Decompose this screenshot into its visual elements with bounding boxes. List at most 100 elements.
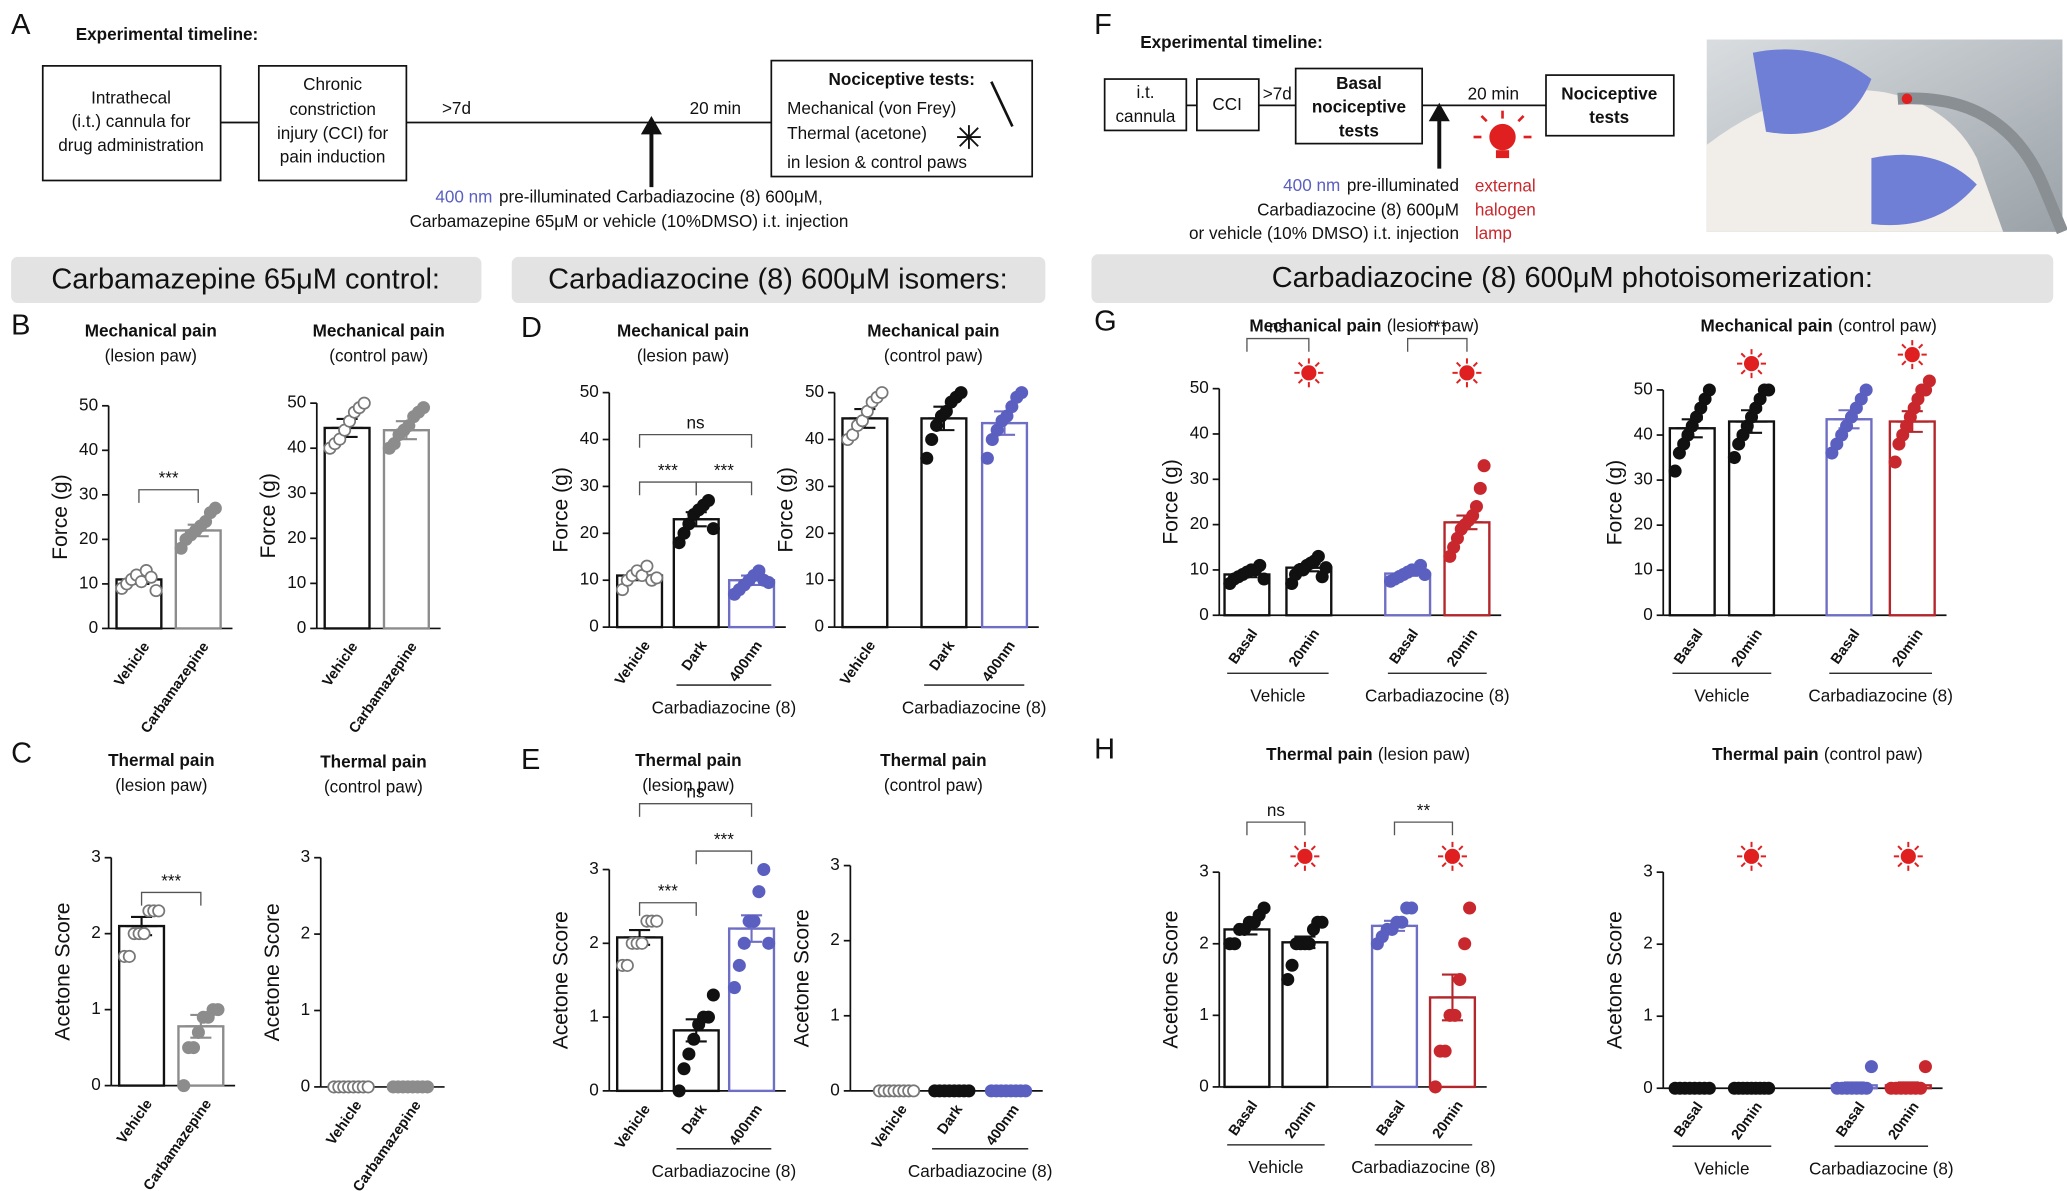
y-tick-label: 2	[830, 930, 840, 949]
box-text: nociceptive	[1312, 98, 1406, 117]
timeline-heading: Experimental timeline:	[1140, 33, 1323, 52]
data-point	[1428, 1080, 1442, 1094]
data-point	[762, 936, 776, 950]
group-label: Vehicle	[1694, 686, 1749, 705]
data-point	[1257, 572, 1271, 586]
timeline-box	[770, 59, 1034, 178]
chart-subtitle: (control paw)	[329, 347, 428, 366]
y-tick-label: 3	[1199, 862, 1209, 881]
injection-text: 400 nm pre-illuminated	[1283, 175, 1459, 194]
y-tick-label: 20	[79, 529, 98, 548]
chart-title-main: Thermal pain	[1712, 744, 1818, 763]
group-label: Carbadiazocine (8)	[1365, 686, 1510, 705]
data-point	[1458, 937, 1472, 951]
y-tick-label: 20	[1190, 514, 1209, 533]
lamp-ray	[1757, 352, 1763, 358]
panel-letter: F	[1094, 9, 1112, 41]
data-point	[1864, 1060, 1878, 1074]
y-tick-label: 1	[589, 1007, 599, 1026]
chart-subtitle: (control paw)	[884, 776, 983, 795]
chart-subtitle: (control paw)	[1838, 316, 1937, 335]
box-text: Thermal (acetone)	[787, 124, 927, 143]
data-point	[1762, 383, 1776, 397]
lamp-bulb	[1459, 365, 1475, 381]
lamp-bulb	[1743, 356, 1760, 372]
y-tick-label: 1	[1199, 1005, 1209, 1024]
y-tick-label: 3	[830, 855, 840, 874]
y-tick-label: 0	[815, 617, 825, 636]
data-point	[650, 914, 664, 928]
y-axis-label: Force (g)	[257, 473, 280, 558]
x-tick-label: Dark	[927, 637, 959, 673]
y-axis-label: Acetone Score	[1603, 911, 1626, 1049]
y-tick-label: 10	[1634, 560, 1653, 579]
von-frey-icon	[990, 81, 1014, 128]
y-tick-label: 20	[287, 528, 306, 547]
y-tick-label: 50	[1634, 379, 1653, 398]
lamp-ray	[1441, 845, 1447, 851]
y-tick-label: 40	[1634, 425, 1653, 444]
x-tick-label: Vehicle	[837, 638, 879, 688]
data-point	[737, 936, 751, 950]
box-text: in lesion & control paws	[787, 153, 967, 172]
y-tick-label: 2	[1643, 934, 1653, 953]
significance-label: ***	[658, 461, 678, 480]
data-point	[701, 1010, 715, 1024]
data-point	[752, 885, 766, 899]
data-point	[420, 1080, 434, 1094]
lamp-bulb	[1743, 848, 1760, 864]
panel-letter: H	[1094, 734, 1115, 766]
lamp-ray	[1458, 845, 1464, 851]
y-tick-label: 1	[91, 999, 101, 1018]
x-tick-label: Basal	[1226, 1098, 1261, 1139]
box-text: Chronic	[303, 75, 362, 94]
data-point	[1315, 915, 1329, 929]
y-tick-label: 3	[589, 859, 599, 878]
chart-title-main: Thermal pain	[1266, 744, 1372, 763]
x-tick-label: Basal	[1387, 626, 1422, 667]
x-tick-label: Vehicle	[320, 640, 362, 690]
bar	[1370, 924, 1419, 1089]
interval-label: >7d	[442, 99, 471, 118]
panel-letter: B	[11, 309, 30, 341]
data-point	[1860, 1081, 1874, 1095]
box-text: tests	[1589, 108, 1629, 127]
y-tick-label: 0	[1643, 605, 1653, 624]
data-point	[1453, 973, 1467, 987]
lamp-ray	[1441, 862, 1447, 868]
y-axis-label: Force (g)	[49, 474, 72, 559]
chart-title: Mechanical pain	[617, 322, 749, 341]
lamp-bulb	[1904, 347, 1920, 363]
significance-label: ***	[714, 830, 734, 849]
significance-bracket	[1393, 821, 1454, 836]
significance-bracket	[638, 433, 753, 448]
x-tick-label: 400nm	[726, 638, 765, 685]
box-text: Nociceptive tests:	[829, 70, 975, 89]
y-tick-label: 10	[805, 570, 824, 589]
box-text: CCI	[1212, 95, 1241, 114]
injection-text: or vehicle (10% DMSO) i.t. injection	[1189, 224, 1459, 243]
data-point	[1727, 451, 1741, 465]
y-axis-label: Acetone Score	[261, 903, 284, 1041]
lamp-ray	[1918, 343, 1924, 349]
bar	[672, 1029, 720, 1093]
panel-letter: E	[521, 744, 540, 776]
chart-title: Mechanical pain (control paw)	[1701, 316, 1937, 335]
significance-bracket	[1407, 337, 1468, 352]
chart-title: Thermal pain	[880, 751, 986, 770]
box-text: Nociceptive	[1561, 84, 1657, 103]
section-title: Carbamazepine 65μM control:	[51, 263, 440, 295]
y-tick-label: 10	[580, 570, 599, 589]
x-tick-label: 20min	[1444, 626, 1481, 669]
significance-bracket	[695, 850, 753, 865]
significance-label: ns	[687, 414, 705, 433]
y-tick-label: 0	[1199, 1076, 1209, 1095]
y-tick-label: 0	[91, 1075, 101, 1094]
data-point	[357, 396, 371, 410]
data-point	[1311, 549, 1325, 563]
chart-title: Mechanical pain (lesion paw)	[1249, 316, 1479, 335]
y-tick-label: 2	[589, 933, 599, 952]
box-text: constriction	[289, 100, 376, 119]
timeline-box	[1294, 67, 1424, 145]
lamp-ray	[1293, 862, 1300, 868]
